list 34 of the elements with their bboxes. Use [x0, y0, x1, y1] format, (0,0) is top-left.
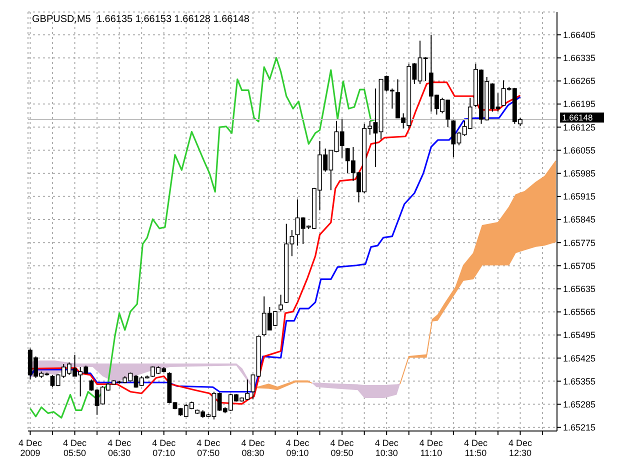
- candlestick: [278, 294, 284, 312]
- y-tick-label: 1.66265: [563, 76, 596, 86]
- x-tick-label: 4 Dec 11:50: [464, 438, 488, 458]
- y-tick-label: 1.65985: [563, 168, 596, 179]
- y-tick-label: 1.65565: [563, 307, 596, 318]
- y-tick-label: 1.65215: [563, 422, 596, 433]
- y-tick-label: 1.65425: [563, 353, 596, 364]
- x-tick-label: 4 Dec 2009: [18, 438, 42, 458]
- x-tick-label: 4 Dec 09:50: [330, 438, 354, 458]
- x-tick-label: 4 Dec 11:10: [419, 438, 444, 458]
- y-tick-label: 1.65285: [563, 399, 596, 410]
- y-tick-label: 1.66405: [563, 30, 596, 40]
- y-tick-label: 1.65355: [563, 376, 596, 386]
- x-tick-label: 4 Dec 06:30: [108, 438, 132, 458]
- y-tick-label: 1.66195: [563, 99, 596, 110]
- x-tick-label: 4 Dec 12:30: [508, 438, 532, 458]
- x-tick-label: 4 Dec 07:50: [196, 438, 221, 458]
- y-tick-label: 1.66055: [563, 145, 596, 156]
- chart-title: GBPUSD,M5 1.66135 1.66153 1.66128 1.66148: [32, 14, 250, 25]
- x-tick-label: 4 Dec 09:10: [286, 438, 310, 458]
- y-tick-label: 1.66335: [563, 53, 596, 64]
- y-tick-label: 1.65845: [563, 214, 596, 225]
- y-tick-label: 1.65635: [563, 284, 596, 294]
- x-tick-label: 4 Dec 08:30: [241, 438, 266, 458]
- x-tick-label: 4 Dec 05:50: [63, 438, 88, 458]
- x-tick-label: 4 Dec 07:10: [152, 438, 176, 458]
- y-tick-label: 1.65775: [563, 238, 596, 248]
- y-tick-label: 1.65705: [563, 260, 596, 271]
- line-series: [29, 57, 376, 419]
- y-tick-label: 1.66125: [563, 122, 596, 132]
- y-tick-label: 1.65495: [563, 330, 596, 340]
- y-tick-label: 1.65915: [563, 192, 596, 202]
- x-tick-label: 4 Dec 10:30: [374, 438, 399, 458]
- ref-line-label: 1.66148: [562, 112, 593, 123]
